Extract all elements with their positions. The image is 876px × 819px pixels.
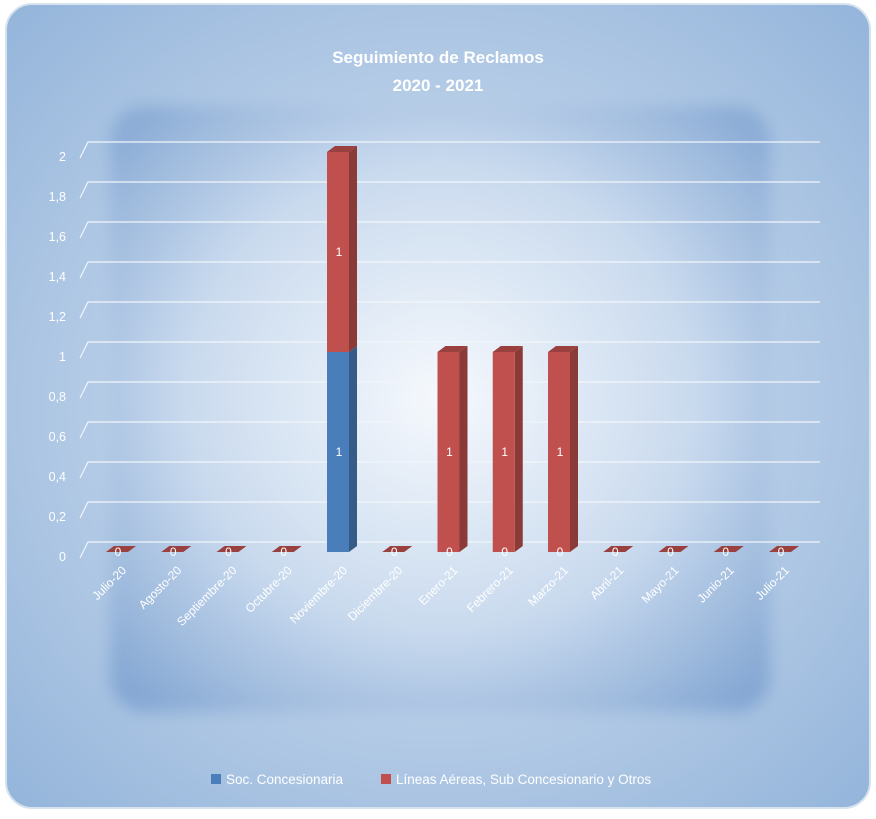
data-label-noviembre-20-series-1: 1 <box>336 245 343 259</box>
bar-top-mayo-21 <box>658 546 689 552</box>
data-label-febrero-21-value: 1 <box>501 445 508 459</box>
bar-top-junio-21 <box>713 546 744 552</box>
data-label-enero-21-series-1: 0 <box>446 545 453 559</box>
legend-label-lineas-aereas: Líneas Aéreas, Sub Concesionario y Otros <box>396 772 651 787</box>
data-label-agosto-20-series-1: 0 <box>170 545 177 559</box>
y-tick-label: 0,8 <box>49 390 66 404</box>
chart-title-line-2: 2020 - 2021 <box>393 76 484 95</box>
gridline <box>79 141 820 159</box>
y-tick-label: 0,6 <box>49 430 66 444</box>
data-labels: 0 0 0 0 1 1 0 0 1 0 1 0 1 0 0 0 0 <box>115 245 785 559</box>
data-label-diciembre-20-series-1: 0 <box>391 545 398 559</box>
data-label-enero-21-value: 1 <box>446 445 453 459</box>
gridline <box>79 221 820 239</box>
data-label-octubre-20-series-1: 0 <box>280 545 287 559</box>
bar-top-diciembre-20 <box>382 546 413 552</box>
legend: Soc. Concesionaria Líneas Aéreas, Sub Co… <box>211 772 651 787</box>
bar-enero-21-series-1 <box>437 352 460 552</box>
bar-top-julio-20 <box>106 546 136 552</box>
bar-side-marzo-21-series-1 <box>570 346 578 552</box>
y-tick-label: 0,2 <box>49 510 66 524</box>
y-tick-label: 0,4 <box>49 470 66 484</box>
chart-title-line-1: Seguimiento de Reclamos <box>332 48 544 67</box>
gridline <box>79 301 820 319</box>
bar-noviembre-20-series-1 <box>327 152 349 352</box>
gridline <box>79 181 820 199</box>
bars <box>106 146 799 552</box>
bar-noviembre-20-series-0 <box>327 352 349 552</box>
legend-label-soc-concesionaria: Soc. Concesionaria <box>226 772 344 787</box>
gridline <box>79 341 820 359</box>
bar-side-enero-21-series-1 <box>459 346 468 552</box>
y-tick-label: 1,8 <box>49 190 66 204</box>
data-label-noviembre-20-series-0: 1 <box>336 445 343 459</box>
bar-top-enero-21 <box>437 346 468 352</box>
bar-marzo-21-series-1 <box>548 352 570 552</box>
bar-top-abril-21 <box>603 546 634 552</box>
y-tick-label: 2 <box>59 150 66 164</box>
y-tick-label: 1 <box>59 350 66 364</box>
bar-top-marzo-21 <box>548 346 578 352</box>
y-tick-label: 1,2 <box>49 310 66 324</box>
bar-febrero-21-series-1 <box>492 352 515 552</box>
data-label-marzo-21-series-1: 0 <box>557 545 564 559</box>
y-tick-label: 0 <box>59 550 66 564</box>
bar-top-julio-21 <box>769 546 799 552</box>
legend-swatch-lineas-aereas <box>381 774 391 784</box>
data-label-febrero-21-series-1: 0 <box>501 545 508 559</box>
data-label-julio-20-series-1: 0 <box>115 545 122 559</box>
y-tick-label: 1,6 <box>49 230 66 244</box>
data-label-abril-21-series-1: 0 <box>612 545 619 559</box>
bar-top-septiembre-20 <box>216 546 247 552</box>
data-label-junio-21-series-1: 0 <box>722 545 729 559</box>
bar-side-noviembre-20-series-1 <box>349 146 357 352</box>
data-label-julio-21-series-1: 0 <box>778 545 785 559</box>
y-tick-label: 1,4 <box>49 270 66 284</box>
bar-top-noviembre-20 <box>327 146 357 152</box>
bar-top-febrero-21 <box>492 346 523 352</box>
bar-top-agosto-20 <box>161 546 192 552</box>
gridline <box>79 261 820 279</box>
data-label-marzo-21-value: 1 <box>557 445 564 459</box>
data-label-septiembre-20-series-1: 0 <box>225 545 232 559</box>
bar-top-octubre-20 <box>271 546 302 552</box>
bar-side-noviembre-20-series-0 <box>349 346 357 552</box>
y-axis-tick-labels: 0 0,2 0,4 0,6 0,8 1 1,2 1,4 1,6 1,8 2 <box>49 150 66 564</box>
legend-swatch-soc-concesionaria <box>211 774 221 784</box>
data-label-mayo-21-series-1: 0 <box>667 545 674 559</box>
bar-side-febrero-21-series-1 <box>514 346 523 552</box>
